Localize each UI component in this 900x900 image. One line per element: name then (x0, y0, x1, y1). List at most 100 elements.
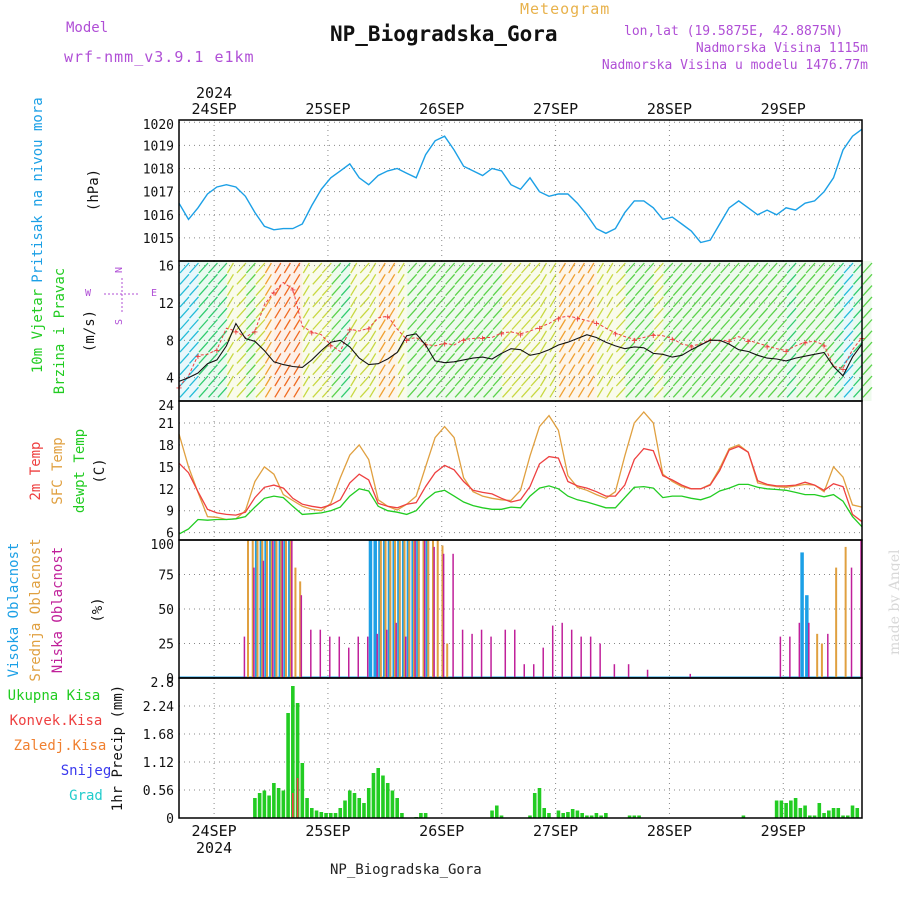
wind-barb-mark (302, 262, 310, 274)
wind-barb-mark (255, 285, 266, 297)
precip-total-bar (594, 813, 599, 818)
wind-barb-mark (397, 273, 405, 285)
wind-barb-mark (350, 364, 358, 376)
wind-barb-mark (226, 341, 234, 353)
y-tick-label: 0 (166, 812, 174, 827)
wind-barb-mark (568, 341, 576, 353)
station-title: NP_Biogradska_Gora (330, 22, 558, 46)
wind-barb-mark (226, 364, 234, 376)
wind-barb-mark (758, 262, 769, 274)
wind-barb-mark (454, 319, 465, 330)
wind-barb-mark (786, 285, 797, 297)
precip-total-bar (262, 790, 267, 818)
precip-total-bar (850, 805, 855, 818)
wind-barb-mark (587, 273, 595, 285)
wind-barb-mark (587, 375, 595, 387)
wind-barb-mark (862, 307, 873, 319)
wind-barb-mark (312, 273, 323, 285)
wind-barb-mark (672, 262, 683, 274)
wind-barb-mark (549, 330, 557, 342)
wind-barb-mark (217, 296, 228, 308)
wind-barb-mark (568, 330, 576, 342)
wind-barb-mark (483, 319, 494, 330)
precip-total-bar (632, 815, 637, 818)
wind-barb-mark (359, 352, 370, 364)
wind-barb-mark (283, 307, 291, 319)
wind-barb-mark (729, 364, 740, 376)
cloud-mid-bar (275, 540, 278, 678)
date-label-top: 27SEP (533, 100, 578, 118)
wind-barb-mark (558, 386, 567, 398)
wind-barb-mark (701, 273, 712, 285)
wind-barb-mark (729, 352, 740, 364)
cloud-low-bar (646, 669, 649, 678)
wind-barb-mark (473, 375, 484, 387)
wind-barb-mark (843, 341, 854, 353)
wind-barb-mark (853, 341, 863, 353)
wind-barb-mark (815, 330, 826, 342)
wind-barb-mark (464, 319, 475, 330)
wind-barb-mark (539, 296, 548, 308)
panel-frame (178, 677, 863, 819)
wind-barb-mark (283, 341, 291, 353)
wind-barb-mark (502, 330, 513, 342)
y-tick-label: 100 (151, 538, 174, 553)
wind-barb-mark (653, 262, 664, 274)
wind-barb-mark (729, 319, 740, 330)
wind-barb-mark (558, 262, 567, 274)
wind-barb-mark (359, 307, 370, 319)
wind-barb-mark (577, 285, 585, 296)
cloud-mid-bar (251, 540, 254, 678)
wind-barb-mark (843, 330, 854, 342)
wind-barb-mark (862, 375, 873, 387)
wind-barb-mark (435, 262, 446, 274)
wind-barb-mark (226, 375, 234, 387)
wind-barb-mark (312, 262, 323, 274)
y-tick-label: 21 (158, 417, 174, 432)
wind-barb-mark (615, 330, 626, 342)
date-label-top: 29SEP (761, 100, 806, 118)
wind-barb-mark (596, 285, 604, 296)
wind-barb-mark (397, 330, 405, 342)
wind-barb-mark (606, 375, 614, 387)
wind-barb-mark (340, 330, 351, 342)
wind-barb-mark (539, 285, 548, 296)
wind-barb-mark (606, 330, 614, 342)
wind-barb-mark (312, 364, 323, 376)
precip-convective-bar (296, 778, 299, 818)
wind-barb-mark (198, 296, 209, 308)
wind-barb-mark (189, 319, 199, 330)
wind-gust-marker: + (499, 329, 505, 340)
cloud-mid-bar (427, 540, 430, 678)
wind-barb-mark (539, 341, 548, 353)
wind-barb-mark (511, 285, 522, 297)
wind-barb-mark (549, 307, 557, 319)
wind-barb-mark (378, 273, 386, 285)
wind-barb-mark (207, 319, 218, 330)
wind-gust-line (178, 281, 863, 388)
wind-barb-mark (435, 319, 446, 330)
wind-barb-mark (245, 341, 256, 353)
wind-barb-mark (853, 330, 863, 342)
wind-barb-mark (207, 364, 218, 376)
wind-barb-mark (340, 375, 351, 387)
wind-barb-mark (369, 330, 377, 342)
wind-barb-mark (805, 352, 816, 364)
wind-barb-mark (369, 353, 377, 364)
wind-barb-mark (701, 341, 712, 353)
wind-barb-mark (539, 262, 548, 274)
wind-barb-mark (454, 341, 465, 353)
wind-barb-mark (748, 375, 759, 387)
wind-barb-mark (625, 319, 636, 330)
wind-barb-mark (426, 307, 437, 319)
precip-total-bar (812, 815, 817, 818)
wind-barb-mark (862, 319, 873, 330)
wind-barb-mark (350, 341, 358, 353)
wind-barb-mark (682, 330, 693, 342)
cloud-mid-bar (389, 540, 392, 678)
wind-barb-mark (407, 319, 418, 330)
cloud-mid-bar (265, 540, 268, 678)
wind-barb-mark (748, 307, 759, 319)
wind-barb-mark (331, 307, 342, 319)
wind-barb-mark (767, 262, 778, 274)
